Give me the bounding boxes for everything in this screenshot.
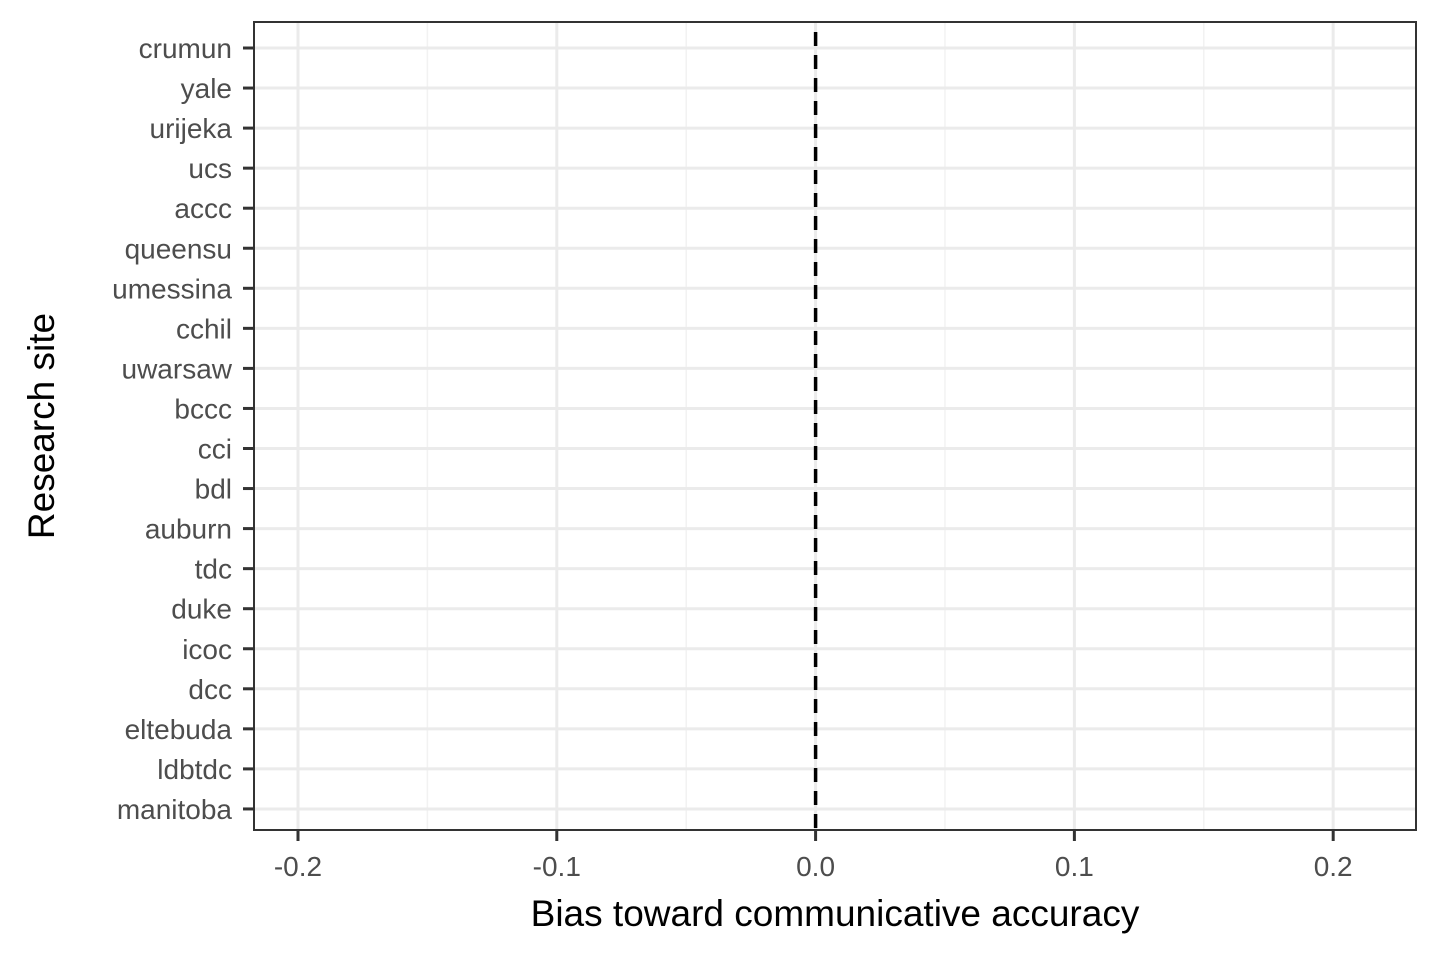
y-tick-label: cchil <box>176 313 232 344</box>
y-tick-label: auburn <box>145 514 232 545</box>
y-tick-label: icoc <box>182 634 232 665</box>
y-tick-label: umessina <box>112 273 232 304</box>
y-tick-label: eltebuda <box>125 714 233 745</box>
y-tick-label: yale <box>181 73 232 104</box>
y-tick-label: crumun <box>139 33 232 64</box>
y-tick-label: dcc <box>188 674 232 705</box>
y-tick-label: bccc <box>174 393 232 424</box>
y-tick-label: uwarsaw <box>122 353 233 384</box>
y-tick-label: ldbtdc <box>157 754 232 785</box>
y-axis: crumun yale urijeka ucs accc queensu umessina c… <box>112 33 254 825</box>
y-tick-label: urijeka <box>150 113 233 144</box>
x-axis: -0.2 -0.1 0.0 0.1 0.2 <box>274 830 1353 882</box>
y-tick-label: ucs <box>188 153 232 184</box>
x-tick-label: 0.2 <box>1314 851 1353 882</box>
y-tick-label: bdl <box>195 474 232 505</box>
panel-border <box>253 21 1417 831</box>
x-tick-label: 0.1 <box>1055 851 1094 882</box>
x-tick-label: -0.2 <box>274 851 322 882</box>
y-tick-label: accc <box>174 193 232 224</box>
y-tick-label: tdc <box>195 554 232 585</box>
y-tick-label: duke <box>171 594 232 625</box>
y-tick-label: manitoba <box>117 794 233 825</box>
x-tick-label: 0.0 <box>796 851 835 882</box>
y-tick-label: queensu <box>125 233 232 264</box>
y-tick-label: cci <box>198 434 232 465</box>
x-axis-title: Bias toward communicative accuracy <box>531 893 1140 934</box>
x-tick-label: -0.1 <box>533 851 581 882</box>
grid-layer <box>254 22 1416 830</box>
y-axis-title: Research site <box>21 313 62 539</box>
